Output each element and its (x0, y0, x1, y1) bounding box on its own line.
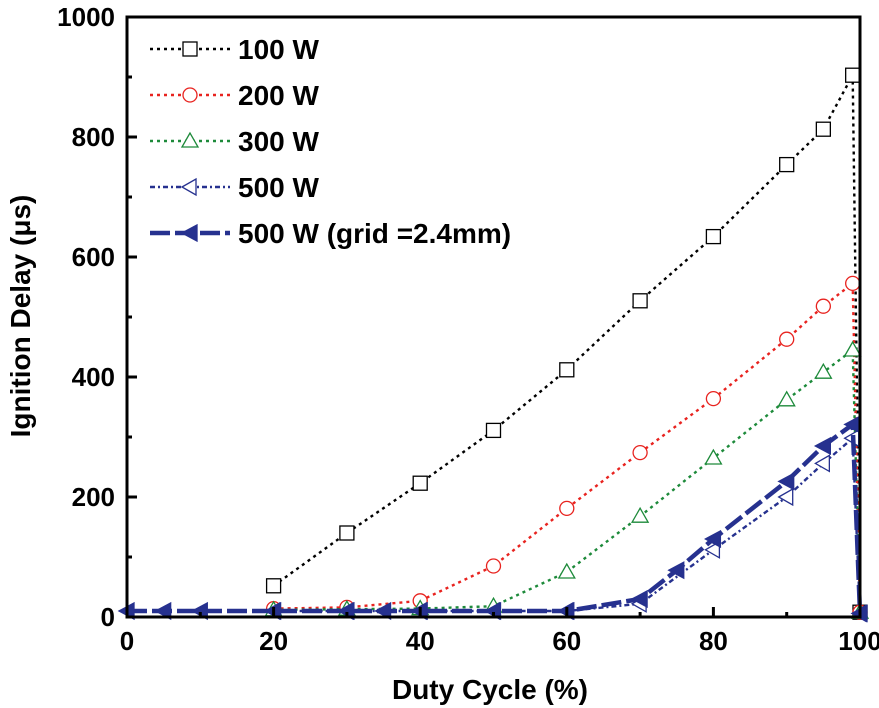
data-point (667, 561, 685, 580)
data-point (182, 41, 198, 57)
y-tick-label: 600 (72, 242, 115, 272)
y-tick-label: 800 (72, 122, 115, 152)
series-3 (264, 340, 870, 619)
series-4 (264, 429, 867, 623)
data-point (777, 472, 795, 491)
data-point (815, 298, 831, 314)
data-point (182, 87, 198, 103)
y-tick-label: 0 (101, 602, 115, 632)
data-point (374, 601, 392, 621)
data-point (485, 422, 502, 439)
legend-label: 100 W (238, 34, 319, 65)
data-point (814, 454, 830, 473)
legend-label: 200 W (238, 80, 319, 111)
x-tick-label: 80 (699, 626, 728, 656)
series-line (127, 420, 863, 614)
data-point (777, 390, 796, 407)
x-tick-label: 20 (259, 626, 288, 656)
x-tick-label: 0 (120, 626, 134, 656)
data-point (705, 390, 722, 407)
data-point (704, 540, 721, 559)
series-line (272, 70, 862, 613)
data-point (180, 131, 200, 148)
x-tick-label: 100 (838, 626, 879, 656)
legend-entry-4: 500 W (150, 172, 319, 203)
data-point (815, 121, 831, 137)
data-point (557, 562, 576, 579)
data-point (339, 525, 355, 541)
data-point (705, 228, 722, 245)
legend-label: 300 W (238, 126, 319, 157)
data-point (412, 475, 428, 491)
data-point (704, 448, 723, 465)
y-tick-label: 1000 (57, 2, 115, 32)
y-axis-title: Ignition Delay (μs) (5, 195, 36, 438)
data-point (845, 67, 861, 83)
series-line (273, 435, 862, 614)
legend-entry-3: 300 W (150, 126, 319, 157)
x-tick-label: 40 (406, 626, 435, 656)
data-point (814, 362, 833, 379)
data-point (845, 275, 861, 292)
data-point (813, 436, 831, 456)
y-tick-label: 200 (72, 482, 115, 512)
data-point (559, 362, 575, 378)
legend-entry-2: 200 W (150, 80, 319, 111)
series-layer (117, 67, 870, 623)
plot-frame (125, 15, 862, 619)
data-point (779, 156, 795, 173)
data-point (180, 177, 197, 197)
x-tick-label: 60 (552, 626, 581, 656)
data-point (632, 293, 648, 309)
data-point (704, 529, 722, 549)
legend-label: 500 W (238, 172, 319, 203)
legend: 100 W 200 W 300 W 500 W 500 W (grid =2.4mm) (150, 34, 511, 249)
data-point (154, 601, 172, 621)
data-point (630, 589, 648, 609)
data-point (559, 500, 575, 517)
data-point (485, 558, 502, 574)
data-point (843, 340, 862, 357)
legend-entry-1: 100 W (150, 34, 319, 65)
data-point (180, 223, 198, 243)
x-axis-title: Duty Cycle (%) (392, 674, 588, 705)
data-point (265, 578, 282, 594)
data-point (779, 331, 795, 347)
series-1 (265, 67, 868, 620)
legend-entry-5: 500 W (grid =2.4mm) (150, 218, 511, 249)
data-point (630, 506, 650, 523)
legend-label: 500 W (grid =2.4mm) (238, 218, 511, 249)
data-point (777, 487, 794, 507)
y-tick-label: 400 (72, 362, 115, 392)
data-point (632, 444, 648, 461)
